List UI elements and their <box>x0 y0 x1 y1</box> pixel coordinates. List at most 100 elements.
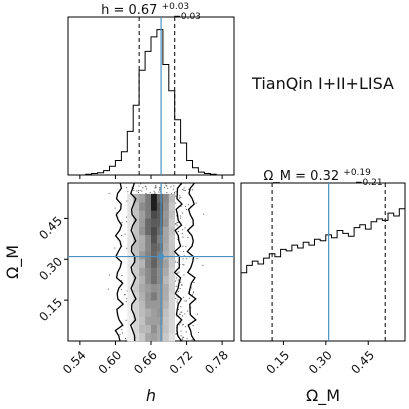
omega-title-lower: −0.21 <box>355 178 383 188</box>
scatter-point <box>197 313 199 315</box>
scatter-point <box>185 246 187 248</box>
scatter-point <box>184 227 186 229</box>
scatter-point <box>185 331 187 333</box>
scatter-point <box>172 188 174 190</box>
density-cell <box>168 242 175 252</box>
scatter-point <box>179 197 180 199</box>
scatter-point <box>126 200 128 202</box>
h-posterior-title: h = 0.67 +0.03 −0.03 <box>101 0 201 22</box>
scatter-point <box>180 311 182 313</box>
scatter-point <box>192 292 194 294</box>
density-cell <box>162 283 170 293</box>
density-cell <box>139 316 146 325</box>
density-cell <box>168 218 175 227</box>
density-cell <box>133 242 140 252</box>
density-cell <box>133 251 140 260</box>
density-cell <box>151 332 158 342</box>
h-title-lower: −0.03 <box>173 12 201 22</box>
density-cell <box>151 218 158 227</box>
scatter-point <box>171 193 172 195</box>
h-tick-label: 0.60 <box>96 348 125 377</box>
density-cell <box>145 202 152 211</box>
truth-point <box>158 253 165 260</box>
density-cell <box>145 234 152 244</box>
density-cell <box>156 324 164 334</box>
scatter-point <box>126 298 128 300</box>
scatter-point <box>122 332 123 334</box>
h-histogram <box>79 17 223 176</box>
density-cell <box>151 275 158 285</box>
scatter-point <box>125 338 126 339</box>
density-cell <box>127 202 134 211</box>
dataset-label: TianQin I+II+LISA <box>251 74 394 93</box>
density-cell <box>162 234 170 244</box>
h-title-main: h = 0.67 <box>101 3 157 18</box>
scatter-point <box>176 261 178 263</box>
scatter-point <box>137 190 139 192</box>
density-cell <box>139 332 146 342</box>
scatter-point <box>178 308 179 310</box>
density-cell <box>127 316 134 325</box>
scatter-point <box>154 192 156 194</box>
density-cell <box>145 300 152 309</box>
omega-marginal-panel <box>240 182 406 342</box>
density-cell <box>145 275 152 285</box>
h-tick-label: 0.54 <box>60 348 89 377</box>
scatter-point <box>126 290 128 292</box>
density-cell <box>145 332 152 342</box>
omega-y-tick-label: 0.15 <box>36 295 65 324</box>
scatter-point <box>177 279 179 281</box>
scatter-point <box>176 301 178 303</box>
density-cell <box>168 275 175 285</box>
density-cell <box>156 193 164 203</box>
scatter-point <box>177 238 179 240</box>
scatter-point <box>183 251 185 253</box>
scatter-point <box>176 215 178 217</box>
density-cell <box>168 259 175 268</box>
density-cell <box>162 251 170 260</box>
omega-x-tick-label: 0.30 <box>306 348 335 377</box>
scatter-point <box>182 324 183 326</box>
omega-x-tick-label: 0.15 <box>264 348 293 377</box>
density-cell <box>145 316 152 325</box>
scatter-point <box>132 187 134 189</box>
scatter-point <box>175 196 177 198</box>
density-cell <box>156 292 164 301</box>
scatter-point <box>184 326 186 328</box>
scatter-point <box>177 272 179 274</box>
density-cell <box>168 292 175 301</box>
density-cell <box>162 332 170 342</box>
density-cell <box>127 242 134 252</box>
h-title-upper: +0.03 <box>162 2 190 12</box>
scatter-point <box>178 324 180 326</box>
density-cell <box>162 218 170 227</box>
density-cell <box>127 218 134 227</box>
scatter-point <box>176 222 178 224</box>
x-axis-title-h: h <box>146 386 156 405</box>
scatter-point <box>121 280 122 282</box>
density-cell <box>139 292 146 301</box>
scatter-point <box>187 236 189 238</box>
density-cell <box>168 202 175 211</box>
density-cell <box>127 226 134 236</box>
density-cell <box>127 283 134 293</box>
density-cell <box>145 283 152 293</box>
scatter-point <box>177 291 179 293</box>
density-cell <box>127 210 134 219</box>
density-cell <box>133 332 140 342</box>
scatter-point <box>196 258 198 259</box>
omega-title-main: Ω_M = 0.32 <box>263 169 339 184</box>
density-cell <box>133 283 140 293</box>
scatter-point <box>165 183 167 185</box>
scatter-point <box>166 185 168 187</box>
scatter-point <box>175 285 177 287</box>
density-cell <box>127 332 134 342</box>
scatter-point <box>180 215 182 217</box>
density-cell <box>156 283 164 293</box>
density-cell <box>168 193 175 203</box>
scatter-point <box>181 284 183 286</box>
density-cell <box>151 210 158 219</box>
density-cell <box>151 202 158 211</box>
scatter-point <box>193 291 195 293</box>
scatter-point <box>182 236 184 238</box>
